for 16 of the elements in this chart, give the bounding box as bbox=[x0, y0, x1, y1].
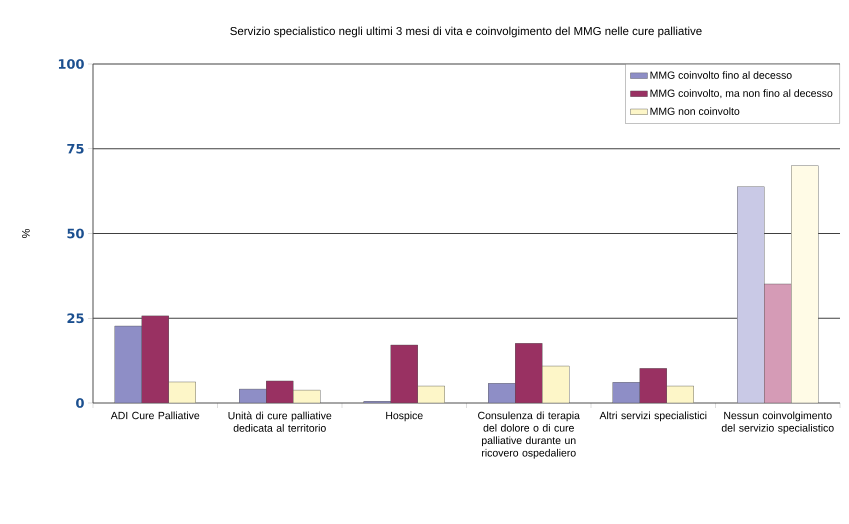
x-tick-label: Hospice bbox=[386, 412, 423, 422]
x-tick-label: Altri servizi specialistici bbox=[600, 412, 706, 422]
legend-label: MMG coinvolto, ma non fino al decesso bbox=[650, 89, 832, 98]
y-tick-label: 75 bbox=[67, 144, 84, 154]
y-tick-label: 25 bbox=[67, 313, 84, 324]
y-tick-label: 0 bbox=[76, 398, 84, 408]
y-tick-label: 50 bbox=[67, 228, 84, 238]
x-tick-label: Unità di cure palliative dedicata al territorio bbox=[228, 412, 332, 432]
legend-label: MMG coinvolto fino al decesso bbox=[650, 71, 792, 79]
x-tick-label: Consulenza di terapia del dolore o di cure palliative durante un ricovero ospedaliero bbox=[478, 412, 580, 459]
chart-title: Servizio specialistico negli ultimi 3 mesi di vita e coinvolgimento del MMG nelle cure palliative bbox=[230, 26, 702, 38]
y-tick-label: 100 bbox=[58, 59, 84, 69]
y-axis-title: % bbox=[22, 229, 30, 238]
x-tick-label: Nessun coinvolgimento del servizio specialistico bbox=[722, 412, 834, 434]
x-tick-label: ADI Cure Palliative bbox=[110, 412, 200, 420]
legend-label: MMG non coinvolto bbox=[650, 107, 740, 115]
